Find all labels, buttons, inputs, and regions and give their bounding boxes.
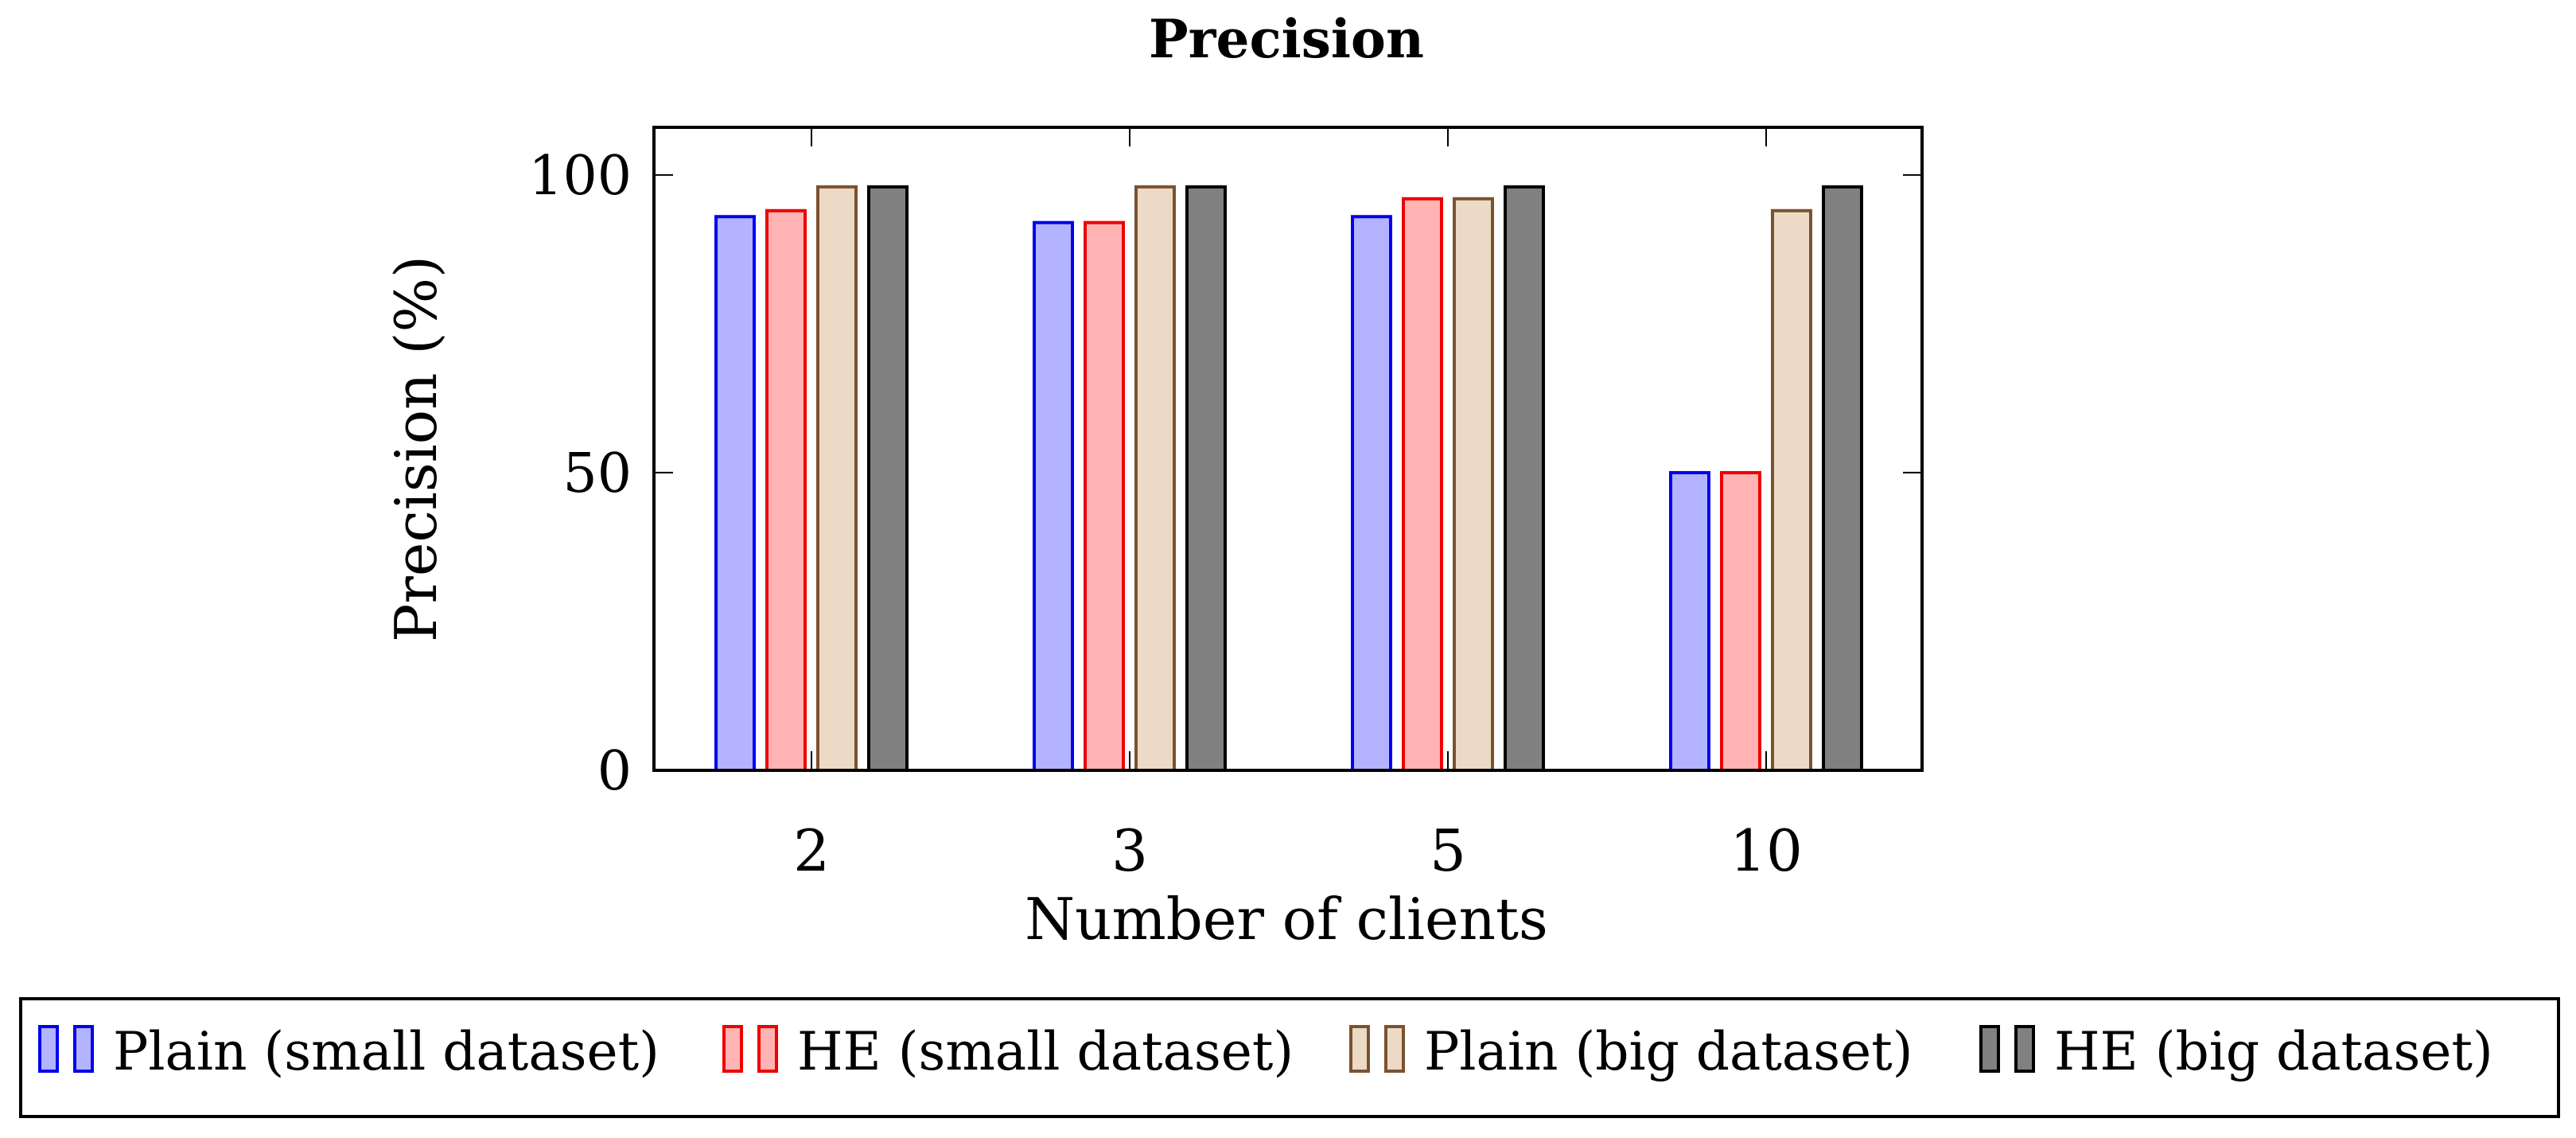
bar [1669,470,1710,772]
x-axis-label: Number of clients [1025,886,1548,953]
bar [1185,185,1227,772]
x-tick-label: 2 [793,817,830,884]
legend-swatch [38,1025,59,1073]
x-tick-label: 3 [1111,817,1148,884]
legend-swatch [73,1025,94,1073]
bar [1402,197,1443,772]
bar [765,209,807,773]
legend-label: Plain (big dataset) [1424,1021,1913,1082]
legend [19,997,2560,1118]
legend-swatch [1979,1025,2000,1073]
bar [1771,209,1812,773]
bar [1720,470,1761,772]
y-tick-label: 50 [562,442,632,505]
chart-title: Precision [1149,8,1424,70]
y-tick-label: 100 [528,145,632,208]
bar [816,185,858,772]
bar [1453,197,1494,772]
legend-items: Plain (small dataset) HE (small dataset) P… [38,1021,2493,1082]
bar [1134,185,1176,772]
plot-frame [652,126,1924,772]
bar [1351,215,1392,772]
legend-swatch [757,1025,778,1073]
legend-swatch [2014,1025,2035,1073]
bar [1504,185,1545,772]
y-tick-label: 0 [597,740,632,803]
legend-label: Plain (small dataset) [113,1021,660,1082]
legend-swatch [1384,1025,1405,1073]
legend-label: HE (small dataset) [797,1021,1294,1082]
x-tick-label: 5 [1430,817,1466,884]
bar [1822,185,1863,772]
legend-label: HE (big dataset) [2054,1021,2493,1082]
plot-area: 0 50 100 2 3 5 10 [528,127,1922,884]
y-axis-label: Precision (%) [383,255,449,642]
bar [1084,220,1125,773]
bar [867,185,909,772]
legend-swatch [722,1025,743,1073]
legend-swatch [1349,1025,1370,1073]
bar [714,215,756,772]
x-tick-label: 10 [1730,817,1803,884]
bar [1033,220,1074,773]
